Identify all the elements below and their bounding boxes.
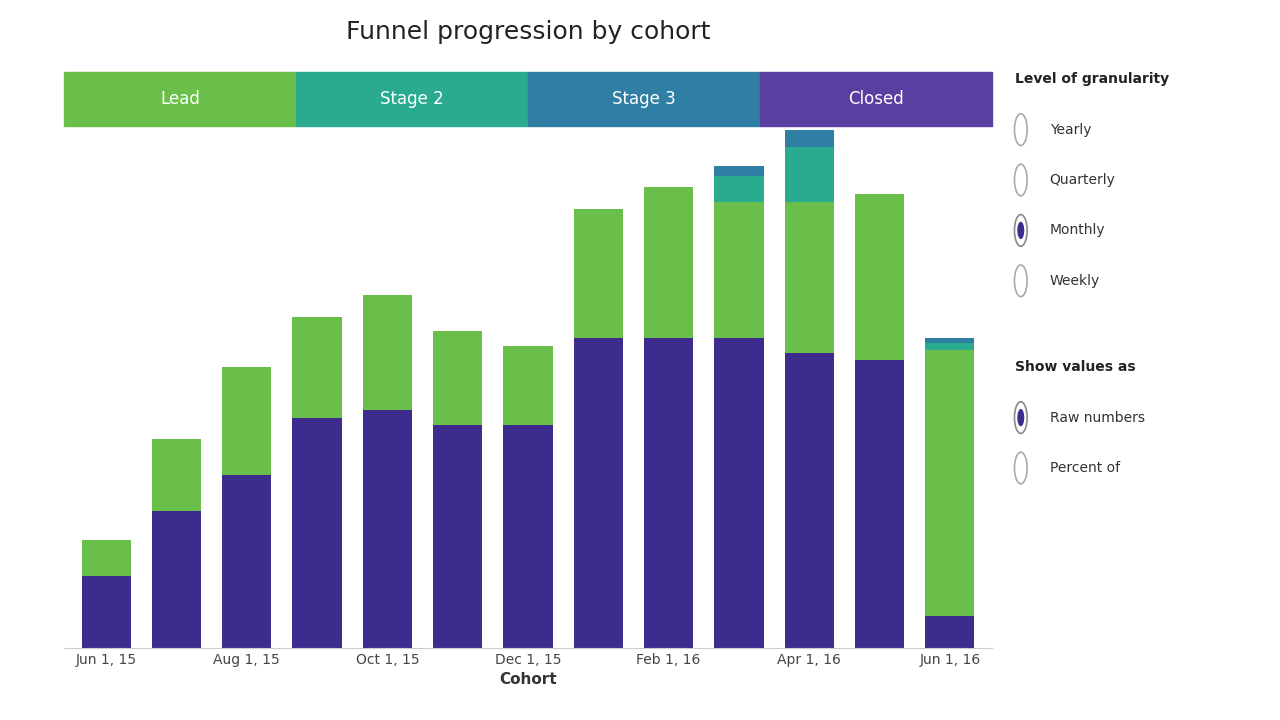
Bar (503, 425, 553, 648)
Bar (293, 317, 342, 418)
Bar (925, 616, 974, 648)
X-axis label: Cohort: Cohort (499, 672, 557, 688)
Bar (644, 187, 694, 338)
Bar (573, 338, 623, 648)
Bar (785, 353, 833, 648)
Bar (714, 202, 763, 338)
Bar (503, 346, 553, 425)
Text: Monthly: Monthly (1050, 223, 1105, 238)
Bar (925, 350, 974, 616)
Bar (925, 343, 974, 350)
Bar (152, 439, 201, 511)
Text: Stage 3: Stage 3 (612, 90, 676, 108)
Text: Stage 2: Stage 2 (380, 90, 444, 108)
Bar (925, 338, 974, 343)
Bar (82, 576, 131, 648)
Bar (223, 475, 271, 648)
Bar (433, 425, 483, 648)
Text: Lead: Lead (160, 90, 200, 108)
Bar (433, 331, 483, 425)
Text: Raw numbers: Raw numbers (1050, 410, 1144, 425)
Bar (573, 209, 623, 338)
Bar (855, 194, 904, 360)
Bar (362, 410, 412, 648)
Bar (785, 202, 833, 353)
Bar (714, 166, 763, 176)
Bar (152, 511, 201, 648)
Text: Closed: Closed (849, 90, 904, 108)
Circle shape (1018, 222, 1024, 239)
Bar (785, 147, 833, 202)
Bar (223, 367, 271, 475)
Bar (714, 176, 763, 202)
Bar (785, 118, 833, 147)
Text: Show values as: Show values as (1015, 360, 1135, 374)
Text: Funnel progression by cohort: Funnel progression by cohort (346, 20, 710, 45)
Bar (362, 295, 412, 410)
Text: Quarterly: Quarterly (1050, 173, 1115, 187)
Text: Level of granularity: Level of granularity (1015, 72, 1169, 86)
Bar (644, 338, 694, 648)
Bar (714, 338, 763, 648)
Text: Yearly: Yearly (1050, 122, 1091, 137)
Bar (855, 360, 904, 648)
Bar (82, 540, 131, 576)
Text: Percent of: Percent of (1050, 461, 1120, 475)
Circle shape (1018, 409, 1024, 426)
Bar (293, 418, 342, 648)
Text: Weekly: Weekly (1050, 274, 1100, 288)
